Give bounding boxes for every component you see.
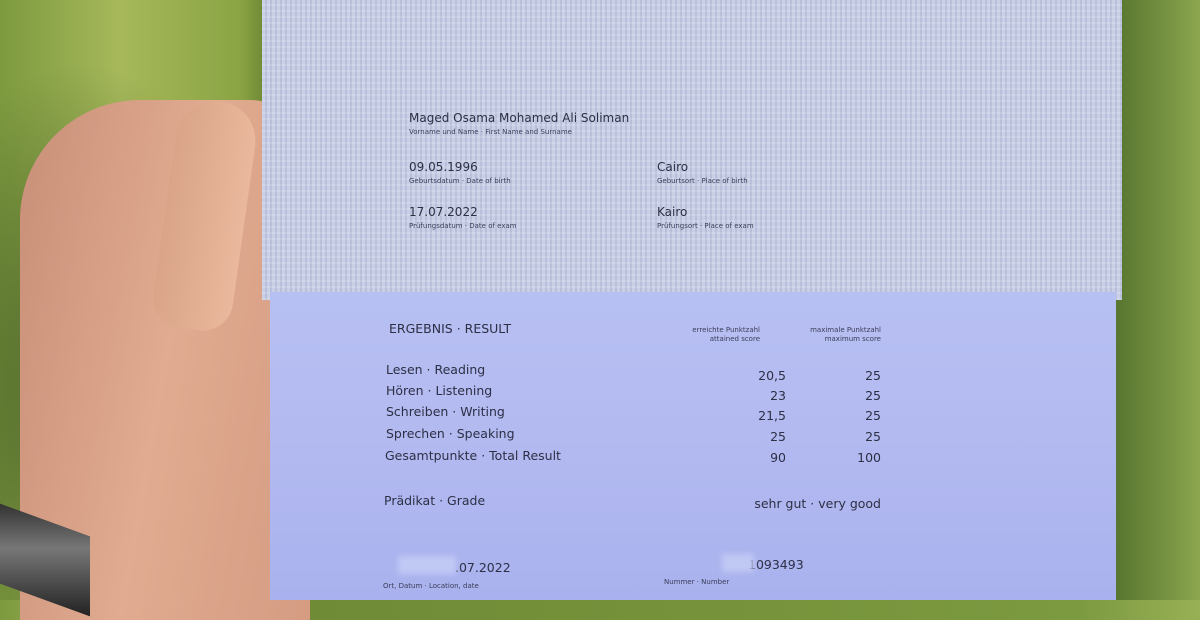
date-of-birth: 09.05.1996	[409, 160, 478, 174]
row-label: Sprechen · Speaking	[386, 426, 515, 441]
result-heading: ERGEBNIS · RESULT	[389, 321, 512, 336]
issue-date: .07.2022	[455, 560, 511, 575]
grass-shadow-right	[1110, 0, 1200, 600]
max-score: 25	[865, 388, 881, 403]
attained-score: 23	[770, 388, 786, 403]
certificate-number-label: Nummer · Number	[664, 578, 730, 586]
redaction	[722, 554, 754, 572]
candidate-name: Maged Osama Mohamed Ali Soliman	[409, 111, 630, 125]
place-of-birth: Cairo	[657, 160, 689, 174]
attained-score: 25	[770, 429, 786, 444]
attained-score: 90	[770, 450, 786, 465]
max-score: 100	[857, 450, 881, 465]
place-of-birth-label: Geburtsort · Place of birth	[657, 177, 748, 185]
date-of-birth-label: Geburtsdatum · Date of birth	[409, 177, 511, 185]
exam-place: Kairo	[657, 205, 688, 219]
certificate-result-section	[270, 292, 1116, 600]
exam-date: 17.07.2022	[409, 205, 478, 219]
certificate-number: 1093493	[748, 557, 804, 572]
issue-date-label: Ort, Datum · Location, date	[383, 582, 479, 590]
exam-place-label: Prüfungsort · Place of exam	[657, 222, 754, 230]
redaction	[398, 556, 456, 574]
row-label: Gesamtpunkte · Total Result	[385, 448, 561, 463]
attained-score: 20,5	[758, 368, 786, 383]
exam-date-label: Prüfungsdatum · Date of exam	[409, 222, 517, 230]
certificate-top-section	[262, 0, 1122, 300]
max-score: 25	[865, 408, 881, 423]
grade-value: sehr gut · very good	[754, 496, 881, 511]
grade-label: Prädikat · Grade	[384, 493, 486, 508]
row-label: Hören · Listening	[386, 383, 493, 398]
maximum-score-header: maximale Punktzahl maximum score	[810, 326, 881, 343]
attained-score-header: erreichte Punktzahl attained score	[692, 326, 760, 343]
row-label: Schreiben · Writing	[386, 404, 505, 419]
max-score: 25	[865, 368, 881, 383]
max-score: 25	[865, 429, 881, 444]
attained-score: 21,5	[758, 408, 786, 423]
row-label: Lesen · Reading	[386, 362, 486, 377]
candidate-name-label: Vorname und Name · First Name and Surnam…	[409, 128, 572, 136]
